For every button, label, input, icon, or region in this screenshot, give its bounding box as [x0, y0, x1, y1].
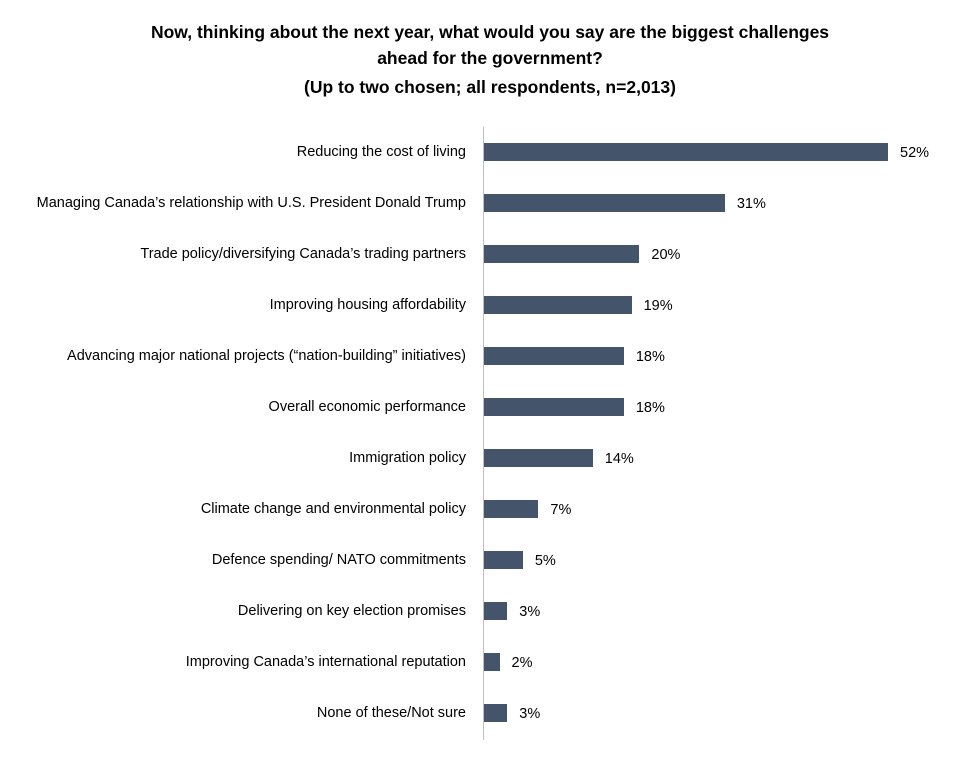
category-label: Defence spending/ NATO commitments: [211, 552, 466, 568]
value-label: 3%: [519, 706, 541, 722]
bar: [484, 194, 725, 212]
value-label: 18%: [635, 400, 665, 416]
chart-subtitle: (Up to two chosen; all respondents, n=2,…: [304, 77, 676, 97]
bar: [484, 602, 508, 620]
value-label: 5%: [534, 553, 556, 569]
value-label: 20%: [651, 247, 681, 263]
bar: [484, 704, 508, 722]
chart-title: Now, thinking about the next year, what …: [150, 22, 830, 68]
category-label: Trade policy/diversifying Canada’s tradi…: [140, 246, 466, 262]
category-label: Delivering on key election promises: [237, 603, 466, 619]
value-label: 14%: [604, 451, 634, 467]
axis-line: [483, 127, 484, 740]
bar: [484, 347, 624, 365]
bar: [484, 143, 888, 161]
bar: [484, 245, 640, 263]
category-label: Improving Canada’s international reputat…: [185, 654, 466, 670]
bar: [484, 449, 593, 467]
value-label: 19%: [643, 298, 673, 314]
bar: [484, 551, 523, 569]
category-label: Advancing major national projects (“nati…: [67, 348, 466, 364]
value-label: 7%: [550, 502, 572, 518]
value-label: 2%: [511, 655, 533, 671]
category-label: Immigration policy: [349, 450, 466, 466]
bar: [484, 653, 500, 671]
value-label: 18%: [635, 349, 665, 365]
category-label: Improving housing affordability: [269, 297, 466, 313]
category-label: Reducing the cost of living: [296, 144, 466, 160]
bar: [484, 296, 632, 314]
value-label: 3%: [519, 604, 541, 620]
category-label: Managing Canada’s relationship with U.S.…: [36, 195, 466, 211]
value-label: 52%: [900, 145, 930, 161]
category-label: None of these/Not sure: [316, 705, 466, 721]
category-label: Climate change and environmental policy: [200, 501, 466, 517]
bar: [484, 398, 624, 416]
bar: [484, 500, 539, 518]
value-label: 31%: [736, 196, 766, 212]
category-label: Overall economic performance: [268, 399, 466, 415]
